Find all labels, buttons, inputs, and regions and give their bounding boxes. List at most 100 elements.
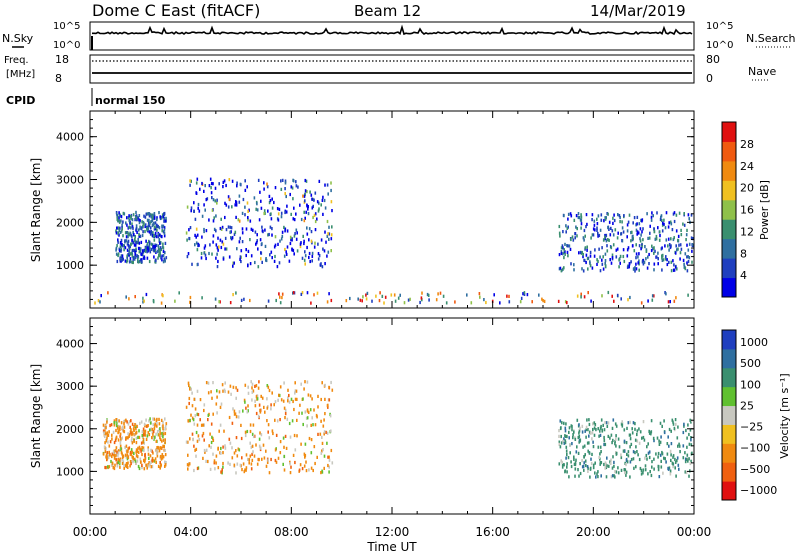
range-cell [629, 475, 631, 479]
range-cell [598, 434, 600, 438]
range-cell [560, 246, 563, 250]
range-cell [611, 253, 614, 257]
range-cell [627, 220, 630, 224]
range-cell [133, 238, 136, 242]
range-cell [313, 245, 316, 249]
range-cell [304, 250, 306, 254]
range-cell [311, 197, 313, 201]
range-cell [213, 461, 216, 465]
range-cell [133, 233, 135, 237]
range-cell [126, 258, 129, 262]
range-cell [558, 462, 561, 466]
range-cell [153, 225, 156, 229]
range-cell [606, 212, 608, 216]
range-cell [672, 455, 674, 459]
range-cell [650, 419, 653, 423]
range-cell [165, 461, 167, 465]
range-cell [212, 438, 215, 442]
range-cell [124, 259, 127, 263]
range-cell [664, 226, 667, 230]
range-cell [627, 246, 630, 250]
range-cell [284, 247, 286, 252]
range-cell [119, 214, 122, 218]
range-cell [650, 248, 653, 253]
range-cell [147, 452, 150, 456]
colorbar-swatch [722, 367, 736, 388]
range-cell [600, 213, 603, 217]
range-cell [275, 298, 277, 303]
range-cell [672, 268, 675, 272]
range-cell [146, 212, 148, 216]
range-cell [620, 468, 623, 472]
range-cell [690, 236, 693, 240]
range-cell [284, 187, 286, 191]
range-cell [261, 457, 263, 461]
range-cell [682, 456, 685, 460]
range-cell [623, 428, 626, 432]
range-cell [251, 398, 253, 402]
range-cell [670, 260, 673, 264]
nave-tick-top: 80 [706, 53, 720, 66]
range-cell [217, 447, 219, 451]
range-cell [156, 228, 158, 232]
range-cell [686, 445, 688, 449]
range-cell [595, 475, 597, 479]
range-cell [274, 448, 277, 452]
range-cell [305, 416, 308, 420]
range-cell [665, 255, 667, 259]
range-cell [691, 243, 694, 247]
range-cell [647, 236, 649, 240]
range-cell [621, 420, 623, 424]
range-cell [99, 300, 101, 304]
range-cell [128, 251, 130, 255]
range-cell [680, 247, 683, 251]
range-cell [445, 301, 448, 305]
range-cell [604, 233, 606, 238]
range-cell [283, 454, 286, 459]
range-cell [660, 465, 663, 469]
range-cell [331, 461, 334, 465]
range-cell [670, 453, 672, 457]
range-cell [152, 234, 154, 238]
range-cell [685, 470, 688, 475]
range-cell [178, 291, 180, 295]
range-cell [284, 181, 287, 185]
range-cell [230, 237, 233, 241]
range-cell [201, 214, 204, 218]
range-cell [608, 227, 610, 231]
range-cell [304, 178, 307, 183]
range-cell [122, 257, 124, 261]
range-cell [237, 415, 240, 419]
range-cell [119, 465, 121, 469]
range-cell [293, 218, 296, 222]
range-cell [156, 217, 158, 222]
colorbar-tick-label: 25 [740, 399, 754, 412]
range-cell [638, 222, 641, 226]
range-cell [216, 395, 218, 399]
range-cell [582, 464, 585, 468]
range-cell [203, 448, 206, 453]
range-cell [163, 226, 166, 230]
nsearch-label: N.Search [746, 32, 796, 45]
range-cell [236, 181, 238, 185]
range-cell [690, 436, 692, 440]
range-cell [596, 217, 598, 221]
range-cell [150, 230, 152, 234]
range-cell [566, 465, 568, 469]
range-cell [619, 254, 622, 258]
x-tick-label: 04:00 [173, 525, 208, 539]
range-cell [646, 266, 649, 270]
range-cell [110, 459, 112, 464]
range-cell [222, 242, 225, 246]
range-cell [289, 235, 292, 239]
range-cell [146, 227, 148, 231]
range-cell [140, 420, 143, 424]
range-cell [229, 441, 232, 445]
range-cell [115, 248, 117, 252]
range-cell [266, 406, 269, 410]
range-cell [635, 262, 637, 266]
range-cell [225, 247, 228, 251]
range-cell [597, 427, 599, 431]
range-cell [138, 466, 141, 471]
